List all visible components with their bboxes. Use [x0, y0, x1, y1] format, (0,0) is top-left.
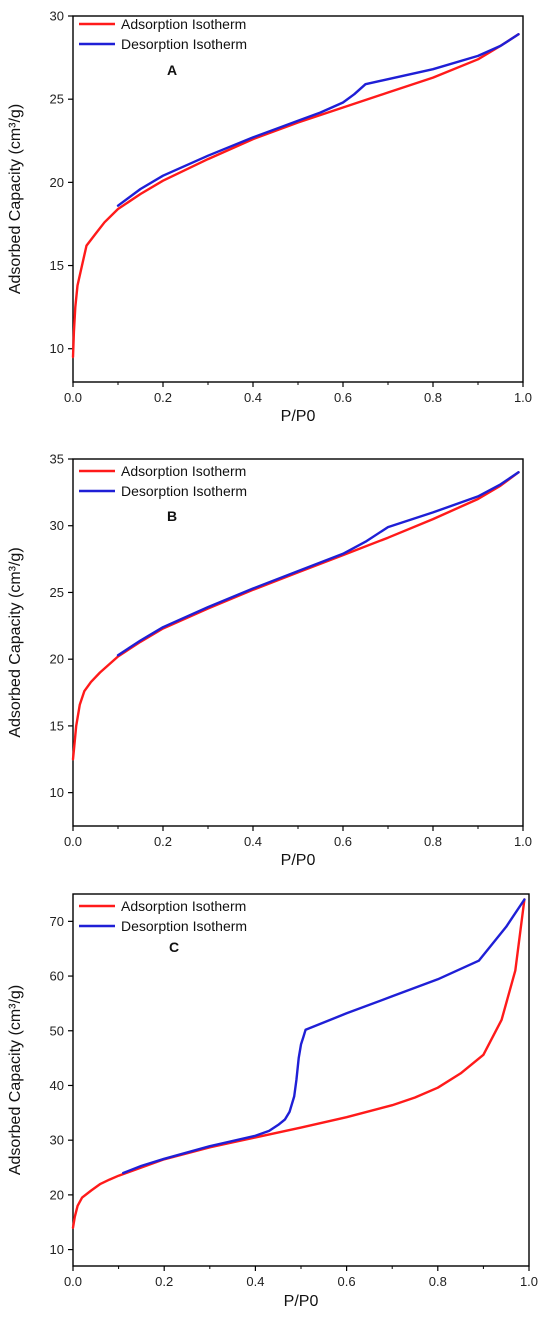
x-tick-label: 0.2	[154, 834, 172, 849]
x-tick-label: 1.0	[514, 834, 532, 849]
y-tick-label: 25	[50, 585, 64, 600]
legend-label: Desorption Isotherm	[121, 483, 247, 499]
legend-label: Adsorption Isotherm	[121, 898, 246, 914]
x-tick-label: 0.6	[338, 1274, 356, 1289]
adsorption-series-line	[71, 471, 520, 761]
y-axis-title: Adsorbed Capacity (cm³/g)	[7, 985, 24, 1175]
adsorption-series-line	[71, 33, 520, 359]
x-tick-label: 0.6	[334, 834, 352, 849]
x-tick-label: 0.4	[244, 390, 262, 405]
desorption-series-line	[121, 898, 526, 1175]
x-tick-label: 0.8	[424, 834, 442, 849]
x-tick-label: 0.2	[155, 1274, 173, 1289]
y-tick-label: 70	[50, 914, 64, 929]
y-tick-label: 30	[50, 9, 64, 24]
legend: Adsorption Isotherm Desorption Isotherm	[79, 463, 247, 499]
x-tick-label: 0.8	[429, 1274, 447, 1289]
y-tick-label: 15	[50, 258, 64, 273]
y-tick-label: 40	[50, 1078, 64, 1093]
legend: Adsorption Isotherm Desorption Isotherm	[79, 898, 247, 934]
chart-panel-c: 0.0 0.2 0.4 0.6 0.8 1.0 10 20 30 40 50 60 70 P/P0 Adso…	[7, 893, 538, 1310]
legend-label: Adsorption Isotherm	[121, 463, 246, 479]
x-tick-label: 1.0	[520, 1274, 538, 1289]
y-tick-label: 20	[50, 652, 64, 667]
x-tick-label: 0.0	[64, 1274, 82, 1289]
x-tick-label: 0.0	[64, 390, 82, 405]
y-tick-label: 50	[50, 1023, 64, 1038]
y-tick-label: 60	[50, 969, 64, 984]
legend-label: Desorption Isotherm	[121, 36, 247, 52]
plot-frame	[72, 893, 530, 1267]
y-tick-label: 10	[50, 341, 64, 356]
x-axis-title: P/P0	[281, 852, 316, 869]
y-axis-title: Adsorbed Capacity (cm³/g)	[7, 547, 24, 737]
y-axis-title: Adsorbed Capacity (cm³/g)	[7, 104, 24, 294]
y-tick-label: 35	[50, 452, 64, 467]
panel-label: C	[169, 939, 179, 955]
panel-label: A	[167, 62, 177, 78]
y-tick-label: 20	[50, 175, 64, 190]
x-tick-label: 0.6	[334, 390, 352, 405]
y-tick-label: 15	[50, 718, 64, 733]
plot-frame	[72, 15, 524, 383]
panel-label: B	[167, 508, 177, 524]
desorption-series-line	[116, 33, 520, 207]
x-tick-label: 0.2	[154, 390, 172, 405]
x-tick-label: 0.4	[246, 1274, 264, 1289]
legend-label: Desorption Isotherm	[121, 918, 247, 934]
y-tick-label: 20	[50, 1187, 64, 1202]
x-tick-label: 1.0	[514, 390, 532, 405]
x-tick-label: 0.8	[424, 390, 442, 405]
adsorption-series-line	[71, 898, 526, 1229]
y-tick-label: 10	[50, 785, 64, 800]
chart-panel-b: 0.0 0.2 0.4 0.6 0.8 1.0 10 15 20 25 30 35 P/P0 Adsorb…	[7, 452, 532, 870]
x-tick-label: 0.0	[64, 834, 82, 849]
y-tick-label: 30	[50, 518, 64, 533]
y-tick-label: 25	[50, 92, 64, 107]
x-axis-title: P/P0	[284, 1293, 319, 1310]
legend-label: Adsorption Isotherm	[121, 16, 246, 32]
x-axis-title: P/P0	[281, 408, 316, 425]
y-tick-label: 30	[50, 1133, 64, 1148]
x-tick-label: 0.4	[244, 834, 262, 849]
legend: Adsorption Isotherm Desorption Isotherm	[79, 16, 247, 52]
y-tick-label: 10	[50, 1242, 64, 1257]
chart-panel-a: 0.0 0.2 0.4 0.6 0.8 1.0 10 15 20 25 30 P/P0 Adsorbed…	[7, 9, 532, 426]
desorption-series-line	[116, 471, 520, 657]
